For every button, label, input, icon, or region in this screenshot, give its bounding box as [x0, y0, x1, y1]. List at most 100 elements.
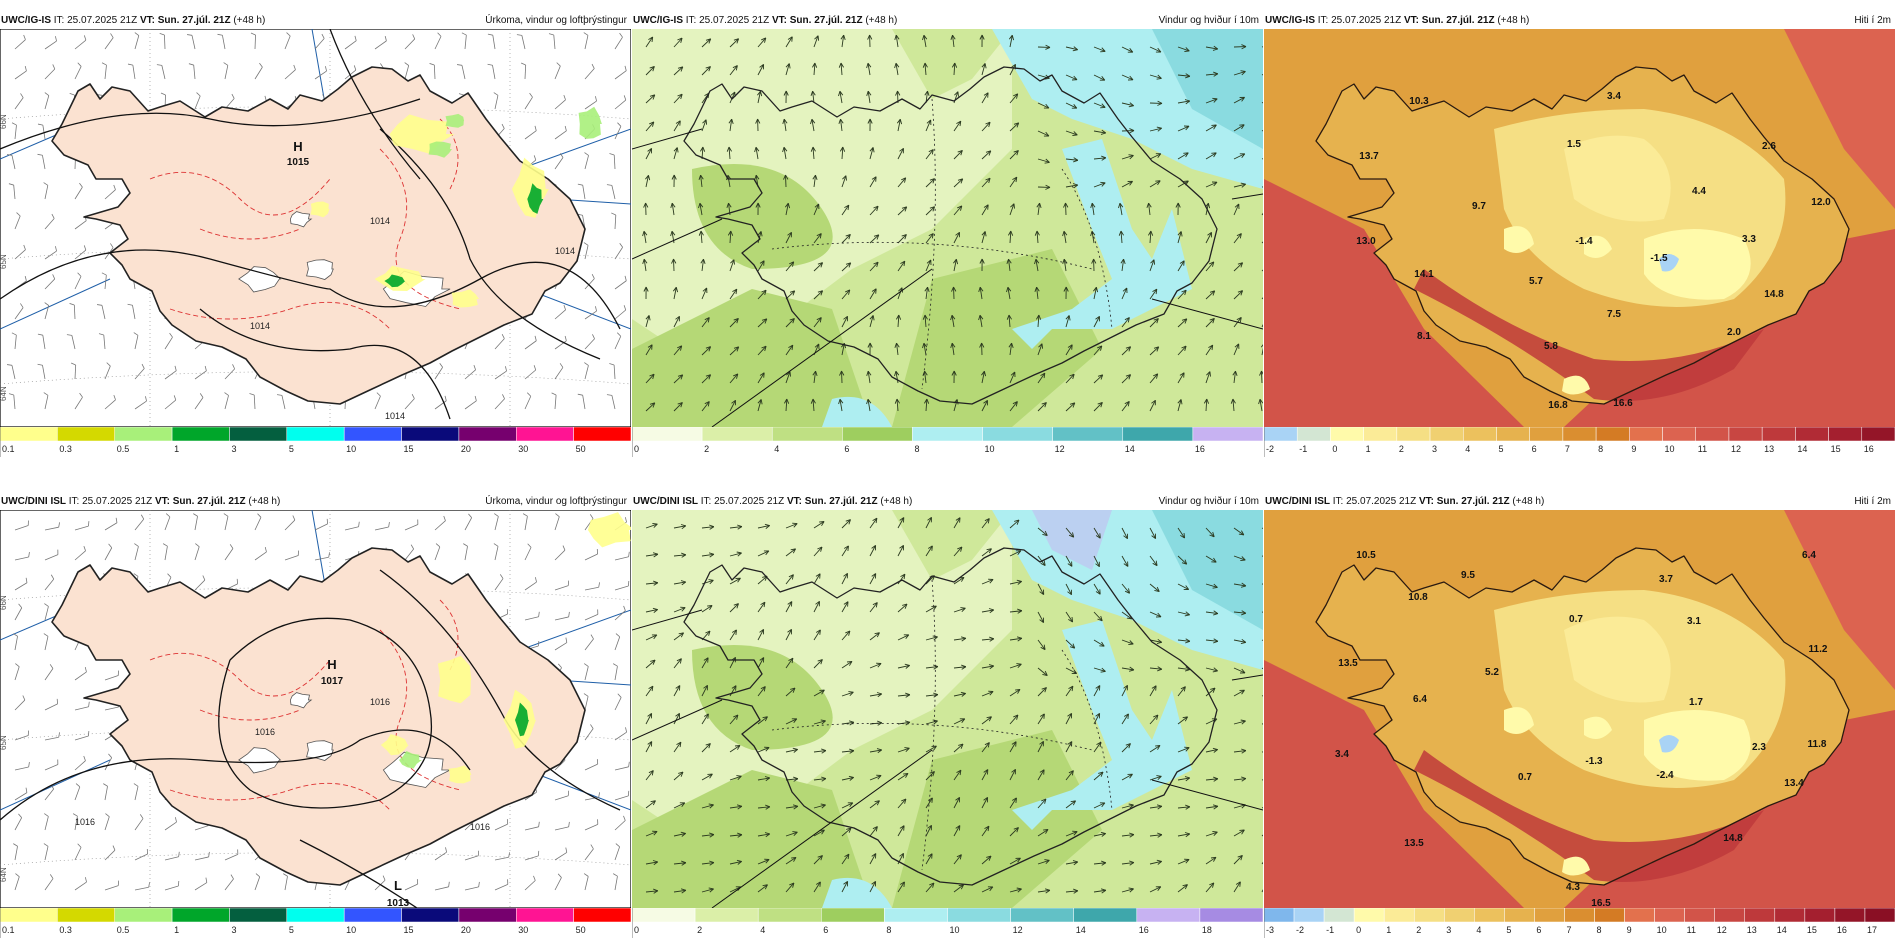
colorbar-tick-label: 0.3 — [59, 444, 72, 454]
colorbar-tick-label: 0 — [634, 444, 639, 454]
wind-arrows — [645, 516, 1263, 894]
colorbar-tick-label: 0 — [1332, 444, 1337, 454]
colorbar-tick-label: 9 — [1631, 444, 1636, 454]
colorbar-swatch — [1761, 427, 1796, 442]
temperature-value: 6.4 — [1413, 694, 1427, 705]
colorbar-tick-label: 5 — [1498, 444, 1503, 454]
colorbar-swatch — [1804, 908, 1836, 923]
colorbar-tick-label: 7 — [1566, 925, 1571, 935]
temperature-value: 2.0 — [1727, 327, 1741, 338]
colorbar-tick-label: 3 — [1432, 444, 1437, 454]
panel-title: Úrkoma, vindur og loftþrýstingur — [485, 15, 627, 26]
colorbar-tick-label: 2 — [1416, 925, 1421, 935]
valid-label: VT: — [154, 496, 170, 507]
init-label: IT: — [1332, 496, 1344, 507]
colorbar-tick-label: 4 — [774, 444, 779, 454]
colorbar-tick-label: -2 — [1296, 925, 1304, 935]
init-time: 25.07.2025 21Z — [714, 496, 785, 507]
colorbar-tick-label: 0.1 — [2, 925, 15, 935]
colorbar-swatch — [1136, 908, 1201, 923]
colorbar-swatch — [1654, 908, 1685, 923]
colorbar-swatch — [401, 908, 460, 923]
colorbar-swatch — [1624, 908, 1655, 923]
wind-map — [632, 29, 1263, 427]
colorbar-swatch — [1684, 908, 1715, 923]
colorbar-tick-label: 30 — [518, 925, 528, 935]
temperature-value: 13.5 — [1404, 838, 1424, 849]
isobar-label: 1016 — [370, 697, 390, 707]
colorbar-tick-label: 14 — [1777, 925, 1787, 935]
colorbar-swatch — [229, 908, 288, 923]
colorbar-tick-label: 4 — [1476, 925, 1481, 935]
model-name: UWC/IG-IS — [1, 15, 51, 26]
precip-areas — [380, 512, 631, 784]
colorbar-tick-label: 15 — [404, 444, 414, 454]
panel-header: UWC/IG-IS IT: 25.07.2025 21Z VT: Sun. 27… — [0, 13, 631, 29]
init-label: IT: — [1317, 15, 1329, 26]
valid-label: VT: — [1403, 15, 1419, 26]
isobar-label: 1014 — [385, 411, 405, 421]
colorbar-swatch — [171, 908, 230, 923]
colorbar-swatch — [1330, 427, 1364, 442]
colorbar-tick-label: 6 — [1532, 444, 1537, 454]
colorbar-swatch — [573, 908, 631, 923]
colorbar-tick-label: 5 — [289, 925, 294, 935]
colorbar-swatch — [1534, 908, 1565, 923]
colorbar-tick-label: 2 — [704, 444, 709, 454]
temperature-value: 3.3 — [1742, 234, 1756, 245]
temperature-value: 1.7 — [1689, 697, 1703, 708]
temperature-value: 3.7 — [1659, 574, 1673, 585]
colorbar-tick-label: -3 — [1266, 925, 1274, 935]
pressure-center-letter: H — [293, 139, 302, 154]
colorbar-swatch — [982, 427, 1053, 442]
iceland-coastline — [683, 66, 1218, 405]
colorbar-swatch — [1383, 908, 1415, 923]
colorbar-swatch — [1744, 908, 1776, 923]
colorbar-swatch — [1564, 908, 1595, 923]
colorbar-tick-label: 1 — [1386, 925, 1391, 935]
colorbar-tick-label: 50 — [576, 444, 586, 454]
colorbar-tick-label: 3 — [1446, 925, 1451, 935]
colorbar-swatch — [1695, 427, 1730, 442]
model-name: UWC/DINI ISL — [1, 496, 66, 507]
model-name: UWC/IG-IS — [633, 15, 683, 26]
colorbar-swatch — [1463, 427, 1497, 442]
temperature-value: 9.7 — [1472, 201, 1486, 212]
colorbar-swatch — [912, 427, 983, 442]
colorbar-tick-label: 20 — [461, 925, 471, 935]
colorbar-tick-label: 6 — [844, 444, 849, 454]
pressure-center-letter: H — [327, 657, 336, 672]
temperature-value: 2.6 — [1762, 141, 1776, 152]
colorbar-swatch — [458, 908, 517, 923]
colorbar-swatch — [516, 427, 574, 442]
colorbar-swatch — [1834, 908, 1866, 923]
iceland-landmass — [51, 66, 586, 405]
colorbar-tick-label: -1 — [1299, 444, 1307, 454]
colorbar-swatch — [1861, 427, 1895, 442]
temp-map: 10.5 9.5 6.4 10.8 3.7 0.7 3.1 13.5 11.2 5.2 6.4 1.7… — [1264, 510, 1895, 908]
colorbar-swatch — [1010, 908, 1074, 923]
colorbar-tick-label: 16 — [1139, 925, 1149, 935]
lead-time: (+48 h) — [1512, 496, 1545, 507]
colorbar-tick-label: 16 — [1864, 444, 1874, 454]
colorbar-swatch — [1122, 427, 1194, 442]
colorbar-tick-label: 14 — [1125, 444, 1135, 454]
model-name: UWC/IG-IS — [1265, 15, 1315, 26]
precip-map: 66N 65N 64N 1016 1016 1016 1016 H 1017 L 1013 — [0, 510, 631, 908]
temperature-value: 13.0 — [1356, 236, 1376, 247]
temperature-value: 11.8 — [1808, 739, 1827, 750]
colorbar-tick-label: 12 — [1731, 444, 1741, 454]
colorbar-swatch — [57, 908, 115, 923]
temperature-value: 4.4 — [1692, 186, 1706, 197]
model-name: UWC/DINI ISL — [633, 496, 698, 507]
temperature-value: 10.5 — [1356, 550, 1376, 561]
latitude-label: 66N — [0, 114, 8, 129]
pressure-center-value: 1013 — [387, 898, 410, 908]
colorbar-swatch — [1474, 908, 1505, 923]
colorbar-swatch — [632, 427, 703, 442]
precip-map: 66N 65N 64N 1014 1014 1014 1014 H 1015 — [0, 29, 631, 427]
colorbar-tick-label: 8 — [914, 444, 919, 454]
lead-time: (+48 h) — [233, 15, 266, 26]
colorbar-swatch — [114, 427, 173, 442]
colorbar-tick-label: 5 — [289, 444, 294, 454]
